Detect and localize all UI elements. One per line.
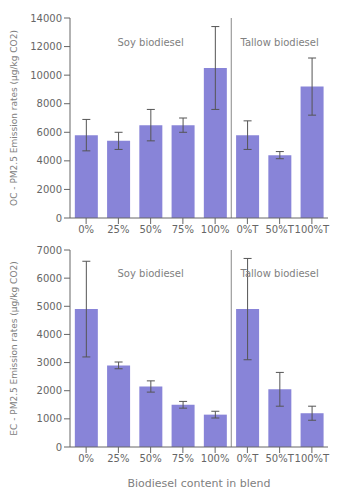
svg-text:Tallow biodiesel: Tallow biodiesel: [239, 37, 318, 48]
svg-text:Soy biodiesel: Soy biodiesel: [118, 37, 184, 48]
svg-text:0%: 0%: [78, 453, 94, 464]
svg-text:Biodiesel content in blend: Biodiesel content in blend: [127, 477, 270, 490]
svg-text:1000: 1000: [37, 413, 62, 424]
svg-text:EC - PM2.5 Emission rates (μg/: EC - PM2.5 Emission rates (μg/kg CO2): [9, 261, 19, 435]
svg-text:6000: 6000: [37, 127, 62, 138]
svg-text:100%T: 100%T: [295, 224, 331, 235]
svg-text:0%: 0%: [78, 224, 94, 235]
svg-text:12000: 12000: [30, 41, 62, 52]
svg-text:25%: 25%: [107, 453, 129, 464]
svg-text:75%: 75%: [172, 453, 194, 464]
svg-text:10000: 10000: [30, 70, 62, 81]
svg-text:100%T: 100%T: [295, 453, 331, 464]
svg-text:0%T: 0%T: [236, 224, 259, 235]
svg-text:25%: 25%: [107, 224, 129, 235]
svg-text:6000: 6000: [37, 273, 62, 284]
svg-text:75%: 75%: [172, 224, 194, 235]
svg-text:2000: 2000: [37, 184, 62, 195]
svg-text:Tallow biodiesel: Tallow biodiesel: [239, 268, 318, 279]
svg-text:14000: 14000: [30, 13, 62, 24]
svg-text:OC - PM2.5 Emission rates (μg/: OC - PM2.5 Emission rates (μg/kg CO2): [9, 30, 19, 206]
svg-text:50%T: 50%T: [265, 224, 294, 235]
svg-text:5000: 5000: [37, 301, 62, 312]
svg-text:0: 0: [56, 213, 62, 224]
svg-text:50%T: 50%T: [265, 453, 294, 464]
svg-text:50%: 50%: [140, 224, 162, 235]
svg-text:3000: 3000: [37, 357, 62, 368]
svg-text:50%: 50%: [140, 453, 162, 464]
svg-text:0%T: 0%T: [236, 453, 259, 464]
svg-text:0: 0: [56, 442, 62, 453]
svg-text:Soy biodiesel: Soy biodiesel: [118, 268, 184, 279]
svg-text:100%: 100%: [201, 453, 230, 464]
svg-text:100%: 100%: [201, 224, 230, 235]
svg-text:4000: 4000: [37, 329, 62, 340]
svg-text:7000: 7000: [37, 245, 62, 256]
svg-text:2000: 2000: [37, 385, 62, 396]
svg-text:4000: 4000: [37, 155, 62, 166]
svg-text:8000: 8000: [37, 98, 62, 109]
